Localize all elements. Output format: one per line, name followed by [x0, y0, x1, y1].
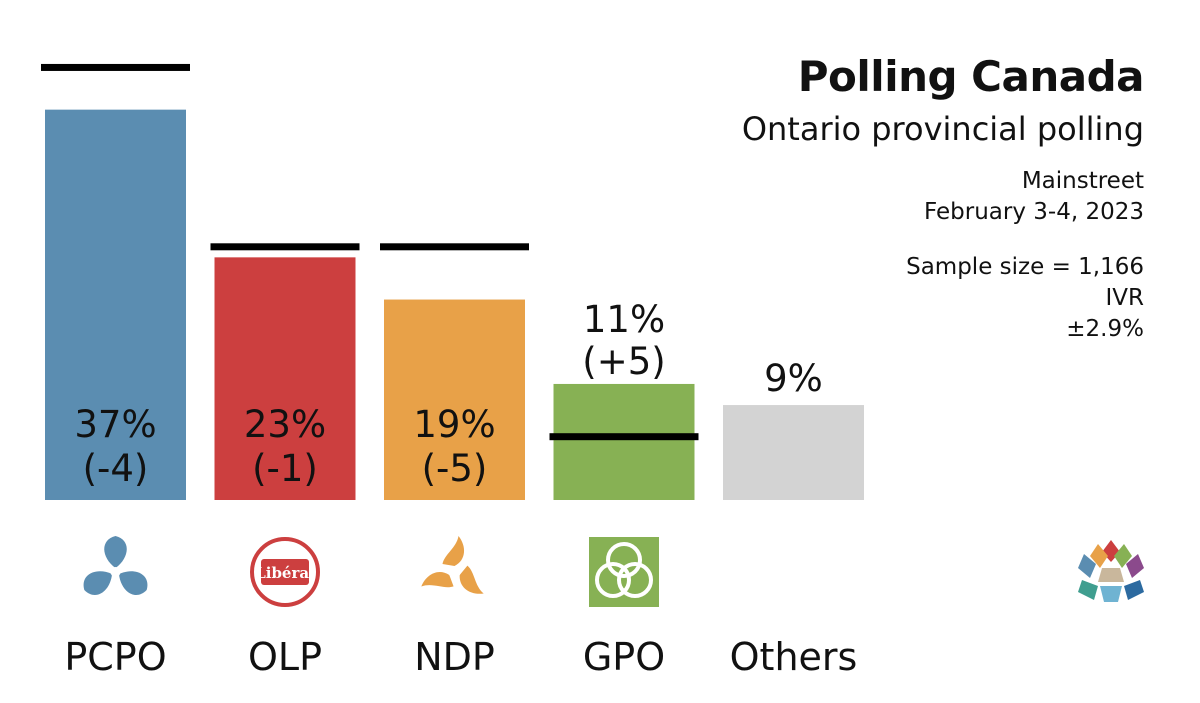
green-trillium-icon [589, 537, 659, 607]
value-label: 19% [413, 403, 495, 446]
change-label: (-4) [83, 447, 149, 490]
bar-olp [214, 257, 356, 500]
change-label: (-5) [422, 447, 488, 490]
category-label-pcpo: PCPO [64, 635, 166, 679]
previous-result-marker [380, 243, 529, 251]
change-label: (+5) [582, 340, 665, 383]
sample-size: Sample size = 1,166 [906, 254, 1144, 280]
value-label: 11% [583, 298, 665, 341]
pollster-name: Mainstreet [1021, 168, 1144, 194]
value-label: 37% [74, 403, 156, 446]
liberal-roundel-icon: Libéral [250, 537, 320, 607]
bar-ndp [384, 299, 525, 500]
previous-result-marker [210, 243, 360, 251]
previous-result-marker [549, 433, 699, 441]
ndp-trillium-icon [421, 536, 484, 594]
chart-subtitle: Ontario provincial polling [741, 110, 1144, 148]
poll-method-info: Sample size = 1,166 IVR ±2.9% [906, 252, 1144, 345]
category-label-olp: OLP [248, 635, 322, 679]
category-label-ndp: NDP [414, 635, 495, 679]
polling-canada-logo-icon [1078, 540, 1144, 602]
margin-of-error: ±2.9% [1066, 316, 1144, 342]
bar-pcpo [45, 109, 186, 501]
bar-gpo [553, 383, 695, 500]
poll-method: IVR [1105, 285, 1145, 311]
chart-title: Polling Canada [797, 52, 1145, 101]
trillium-icon [83, 536, 148, 595]
category-label-others: Others [730, 635, 858, 679]
previous-result-marker [41, 63, 190, 71]
category-label-gpo: GPO [583, 635, 665, 679]
poll-source: Mainstreet February 3-4, 2023 [924, 166, 1144, 228]
poll-dates: February 3-4, 2023 [924, 199, 1144, 225]
svg-text:Libéral: Libéral [255, 564, 315, 582]
change-label: (-1) [252, 447, 318, 490]
value-label: 9% [764, 357, 823, 400]
value-label: 23% [244, 403, 326, 446]
bar-others [723, 405, 864, 500]
